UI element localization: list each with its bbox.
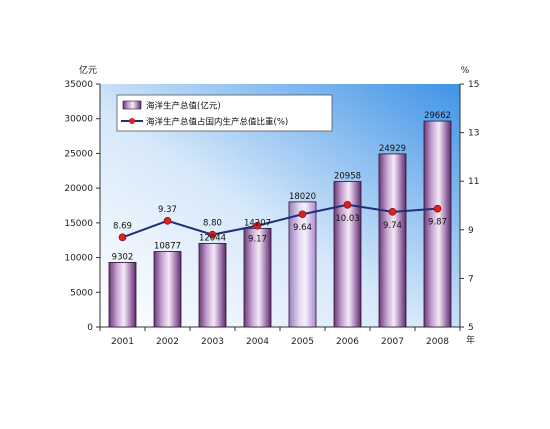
x-axis-tick-label: 2007 — [381, 337, 404, 347]
left-axis-tick-label: 35000 — [64, 80, 93, 90]
left-axis-tick-label: 0 — [87, 323, 93, 333]
bar-value-label: 24929 — [379, 144, 406, 154]
x-axis-tick-label: 2005 — [291, 337, 314, 347]
bar-value-label: 14207 — [244, 218, 271, 228]
ratio-line — [122, 203, 438, 239]
bar — [198, 242, 227, 328]
left-axis-tick-label: 25000 — [64, 149, 93, 159]
ratio-point — [253, 221, 262, 230]
right-axis-tick-label: 15 — [468, 80, 479, 90]
x-axis-tick-label: 2008 — [426, 337, 449, 347]
legend-line-marker — [129, 118, 135, 124]
x-axis-tick-label: 2006 — [336, 337, 359, 347]
bar-value-label: 18020 — [289, 192, 316, 202]
bar-value-label: 9302 — [112, 252, 134, 262]
left-axis-unit: 亿元 — [79, 64, 97, 76]
left-axis-tick-label: 5000 — [70, 288, 93, 298]
line-value-label: 9.17 — [248, 235, 267, 245]
ratio-point — [298, 210, 307, 219]
bar — [378, 153, 407, 328]
x-axis-tick-label: 2001 — [111, 337, 134, 347]
line-value-label: 8.69 — [113, 221, 132, 231]
right-axis-tick-label: 5 — [468, 323, 474, 333]
ratio-point — [388, 208, 397, 216]
bar-value-label: 29662 — [424, 111, 451, 121]
right-axis-tick-label: 7 — [468, 274, 474, 284]
ratio-point — [433, 204, 442, 213]
x-axis-unit: 年 — [466, 334, 475, 346]
right-axis-tick-label: 13 — [468, 129, 479, 139]
left-axis-tick-label: 20000 — [64, 184, 93, 194]
ratio-point — [208, 230, 217, 239]
right-axis-tick-label: 9 — [468, 226, 474, 236]
bar — [153, 251, 182, 328]
legend-bar-label: 海洋生产总值(亿元) — [146, 101, 221, 112]
line-value-label: 9.37 — [158, 205, 177, 215]
right-axis-unit: % — [461, 66, 470, 76]
line-value-label: 8.80 — [203, 219, 222, 229]
x-axis-tick-label: 2002 — [156, 337, 179, 347]
line-value-label: 9.64 — [293, 223, 312, 233]
line-value-label: 9.74 — [383, 221, 402, 231]
legend-line-label: 海洋生产总值占国内生产总值比重(%) — [146, 117, 288, 128]
right-axis-tick-label: 11 — [468, 177, 479, 187]
x-axis-tick-label: 2003 — [201, 337, 224, 347]
bar-value-label: 10877 — [154, 241, 181, 251]
legend-box — [116, 94, 333, 132]
x-axis-tick-label: 2004 — [246, 337, 269, 347]
ratio-point — [163, 217, 172, 225]
bar — [423, 120, 452, 328]
bar — [243, 227, 272, 328]
ratio-point — [343, 200, 352, 209]
line-value-label: 10.03 — [335, 214, 359, 224]
line-value-label: 9.87 — [428, 218, 447, 228]
legend-bar-swatch — [122, 100, 142, 110]
left-axis-tick-label: 10000 — [64, 254, 93, 264]
left-axis-tick-label: 30000 — [64, 115, 93, 125]
bar — [108, 262, 137, 328]
left-axis-tick-label: 15000 — [64, 219, 93, 229]
ratio-point — [118, 233, 127, 242]
bar-value-label: 20958 — [334, 171, 361, 181]
bar-value-label: 12044 — [199, 233, 226, 243]
bar — [288, 201, 317, 328]
